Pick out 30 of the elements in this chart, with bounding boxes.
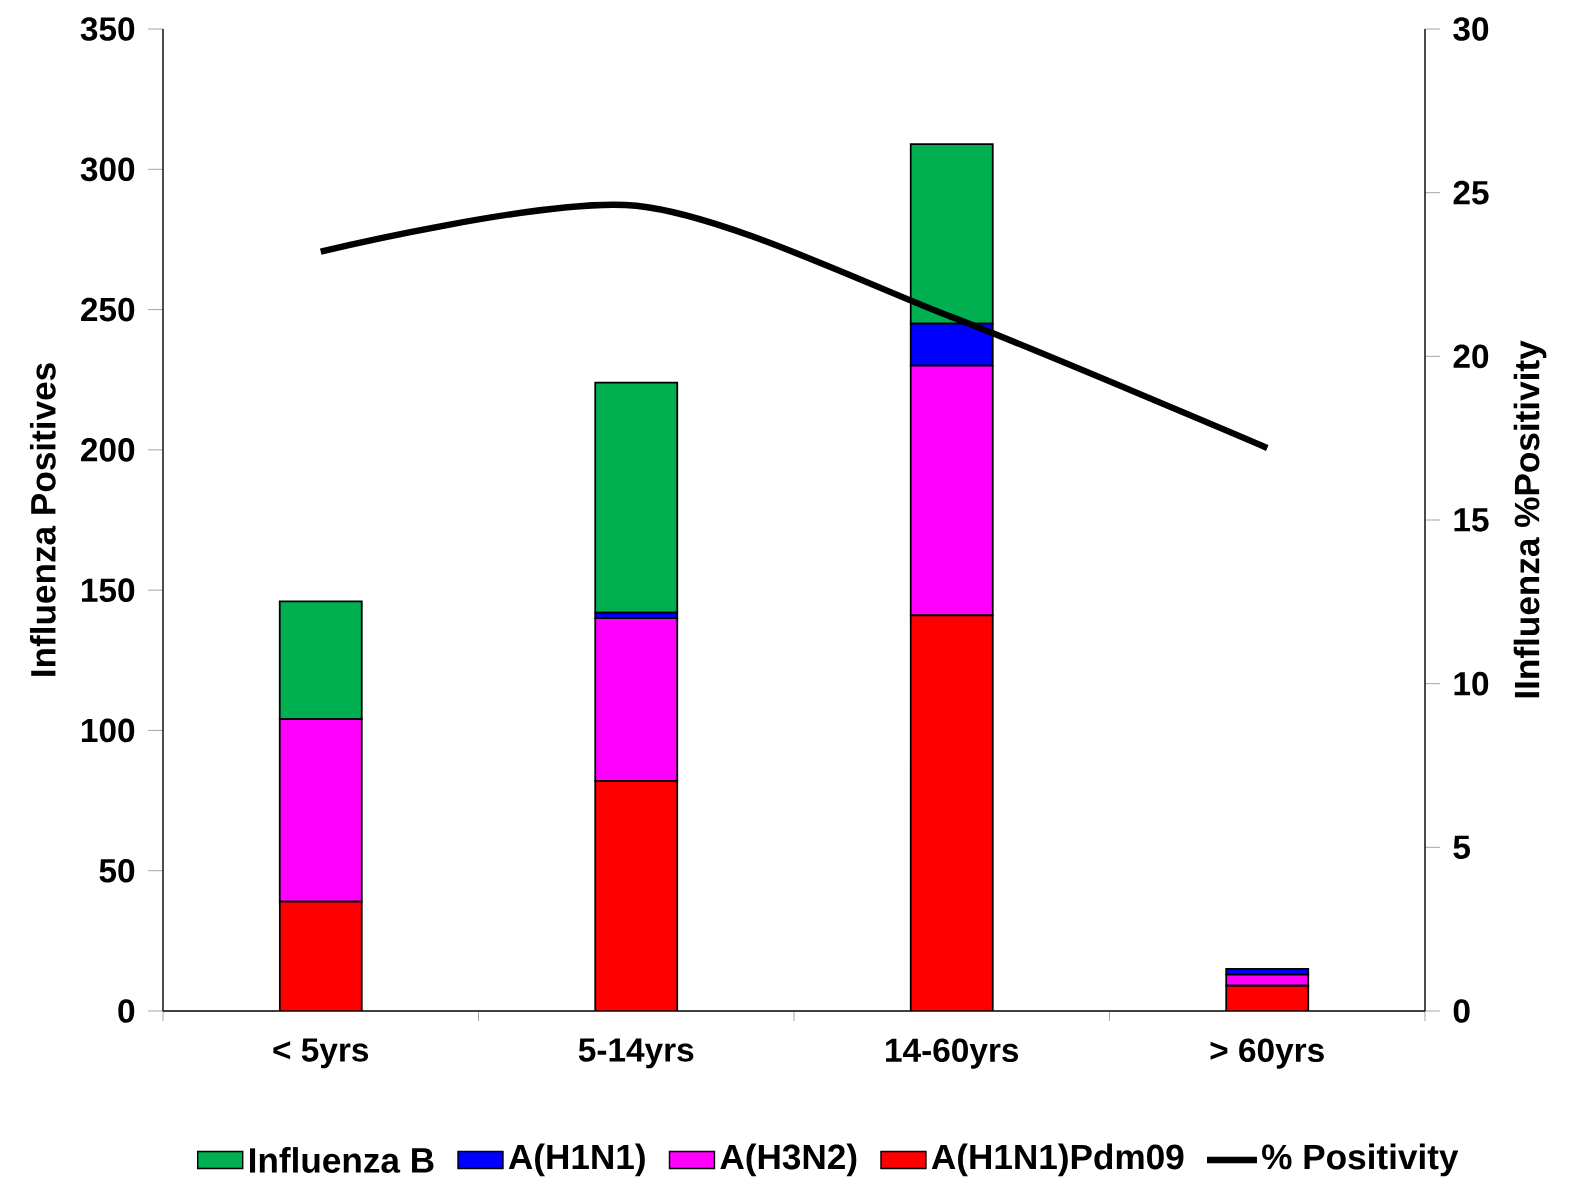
y-tick-label: 100	[81, 718, 135, 743]
y-tick-label: 300	[80, 157, 135, 182]
y2-tick-label: 5	[1453, 835, 1471, 859]
y-tick-label: 50	[99, 858, 135, 883]
bar	[594, 780, 679, 1012]
x-tick-label: < 5yrs	[273, 1038, 369, 1069]
y-tick-label: 0	[118, 999, 135, 1023]
y-tick-label: 200	[81, 438, 135, 462]
y2-tick-label: 0	[1453, 999, 1470, 1023]
legend-label: % Positivity	[1262, 1143, 1459, 1177]
x-tick-label: 14-60yrs	[886, 1038, 1019, 1069]
x-tick-label: > 60yrs	[1210, 1038, 1324, 1069]
y2-tick-label: 15	[1454, 508, 1489, 532]
x-tick-label: 5-14yrs	[578, 1038, 694, 1069]
y-tick-label: 250	[81, 297, 135, 322]
bar	[594, 381, 679, 614]
legend-label: A(H3N2)	[720, 1143, 857, 1177]
y-tick-label: 150	[81, 578, 135, 602]
legend-label: A(H1N1)Pdm09	[931, 1143, 1184, 1177]
y2-tick-label: 10	[1454, 671, 1489, 696]
legend-label: Influenza B	[250, 1147, 434, 1173]
y-axis-title: Influenza Positives	[29, 363, 56, 676]
y2-tick-label: 30	[1453, 17, 1489, 41]
y2-tick-label: 20	[1453, 344, 1489, 369]
legend-label: A(H1N1)	[508, 1143, 645, 1177]
y-tick-label: 350	[80, 17, 135, 41]
bar	[909, 614, 994, 1012]
y2-tick-label: 25	[1453, 180, 1489, 205]
bar	[278, 900, 363, 1012]
y2-axis-title: IInfluenza %Positivity	[1513, 340, 1547, 698]
